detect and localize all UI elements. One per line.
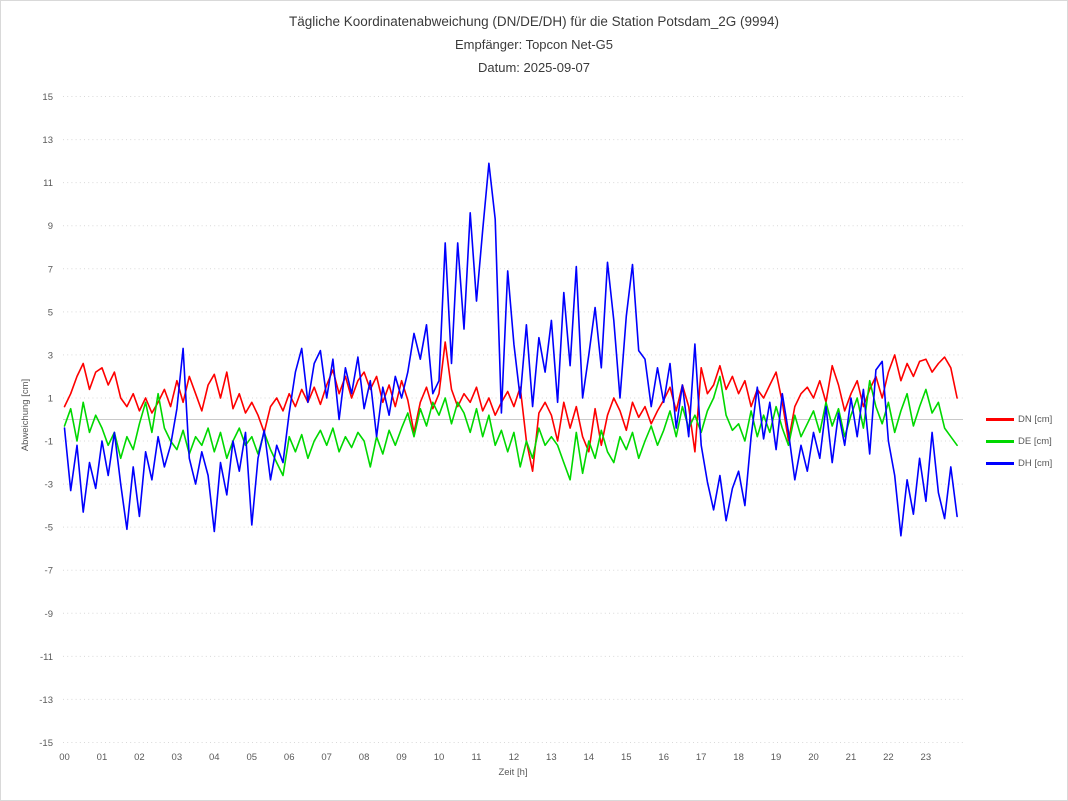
x-tick-label: 09 <box>396 752 407 763</box>
legend-label-dh: DH [cm] <box>1018 457 1053 469</box>
legend-item-dn: DN [cm] <box>986 408 1052 430</box>
legend-item-dh: DH [cm] <box>986 452 1052 474</box>
y-tick-label: 7 <box>48 264 53 275</box>
x-tick-label: 07 <box>321 752 332 763</box>
x-tick-label: 01 <box>97 752 108 763</box>
y-tick-label: -7 <box>45 566 53 577</box>
x-tick-label: 06 <box>284 752 295 763</box>
y-tick-label: -5 <box>45 523 53 534</box>
x-tick-label: 21 <box>846 752 857 763</box>
legend-line-swatch-dh <box>986 461 1014 465</box>
x-tick-label: 20 <box>808 752 819 763</box>
x-tick-label: 17 <box>696 752 707 763</box>
x-tick-label: 18 <box>733 752 744 763</box>
data-series-lines <box>63 162 958 537</box>
y-tick-label: -3 <box>45 480 53 491</box>
series-line-dh <box>63 162 958 537</box>
y-tick-label: 11 <box>43 178 53 189</box>
x-tick-label: 10 <box>434 752 445 763</box>
y-tick-label: -13 <box>39 695 53 706</box>
y-tick-label: 1 <box>48 393 53 404</box>
y-axis-title: Abweichung [cm] <box>20 379 31 451</box>
series-line-dn <box>63 341 958 473</box>
y-tick-label: 5 <box>48 307 53 318</box>
legend-line-swatch-dn <box>986 417 1014 421</box>
y-tick-label: -1 <box>45 437 53 448</box>
x-tick-label: 14 <box>584 752 595 763</box>
gridlines <box>63 96 963 743</box>
x-tick-label: 15 <box>621 752 632 763</box>
x-axis-tick-labels: 00 01 02 03 04 05 06 07 08 09 10 11 12 13 14 15 16 17 18 19… <box>59 752 931 763</box>
x-tick-label: 00 <box>59 752 70 763</box>
y-tick-label: 15 <box>42 92 53 103</box>
chart-header: Tägliche Koordinatenabweichung (DN/DE/DH… <box>1 10 1067 79</box>
x-tick-label: 12 <box>509 752 520 763</box>
y-tick-label: -11 <box>40 652 53 663</box>
y-tick-label: 3 <box>48 350 53 361</box>
y-tick-label: -9 <box>45 609 53 620</box>
chart-subtitle-receiver: Empfänger: Topcon Net-G5 <box>454 37 613 52</box>
y-tick-label: 13 <box>42 135 53 146</box>
x-tick-label: 23 <box>921 752 932 763</box>
x-tick-label: 08 <box>359 752 370 763</box>
x-tick-label: 03 <box>172 752 183 763</box>
y-tick-label: 9 <box>48 221 53 232</box>
legend-item-de: DE [cm] <box>986 430 1052 452</box>
x-tick-label: 02 <box>134 752 145 763</box>
series-line-de <box>63 375 958 481</box>
y-axis-tick-labels: 15 13 11 9 7 5 3 1 -1 -3 -5 -7 -9 -11 -13 -15 <box>39 92 53 749</box>
x-tick-label: 13 <box>546 752 557 763</box>
x-tick-label: 11 <box>472 752 482 763</box>
legend: DN [cm] DE [cm] DH [cm] <box>986 408 1052 474</box>
x-tick-label: 19 <box>771 752 782 763</box>
x-tick-label: 04 <box>209 752 220 763</box>
x-tick-label: 22 <box>883 752 894 763</box>
x-tick-label: 16 <box>658 752 669 763</box>
chart-title: Tägliche Koordinatenabweichung (DN/DE/DH… <box>288 14 779 29</box>
legend-label-de: DE [cm] <box>1018 435 1052 447</box>
legend-label-dn: DN [cm] <box>1018 413 1053 425</box>
chart-subtitle-date: Datum: 2025-09-07 <box>477 60 590 75</box>
y-tick-label: -15 <box>39 738 53 749</box>
legend-line-swatch-de <box>986 439 1014 443</box>
x-tick-label: 05 <box>246 752 257 763</box>
x-axis-title: Zeit [h] <box>498 767 527 778</box>
